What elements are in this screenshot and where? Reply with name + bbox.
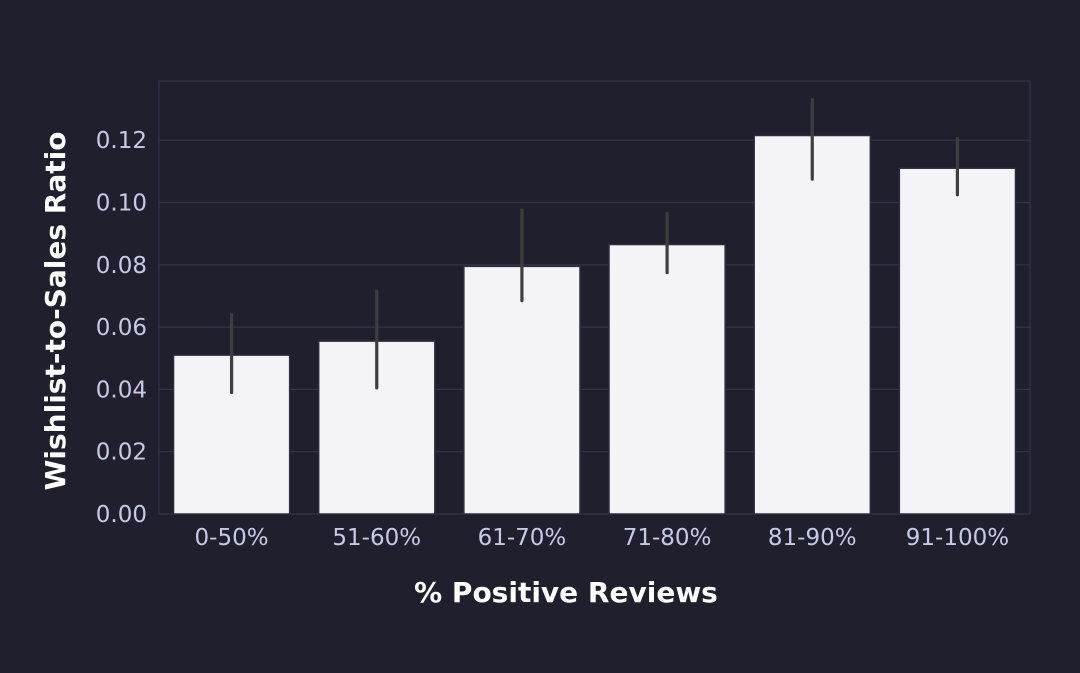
y-tick-label: 0.04 — [96, 377, 147, 403]
y-tick-label: 0.12 — [96, 128, 147, 154]
y-axis-ticks: 0.00 0.02 0.04 0.06 0.08 0.10 0.12 — [96, 128, 147, 528]
x-tick-label: 91-100% — [906, 525, 1009, 551]
x-tick-label: 81-90% — [768, 525, 857, 551]
bar — [753, 134, 872, 515]
x-tick-label: 51-60% — [332, 525, 421, 551]
bar — [463, 265, 581, 515]
bar — [898, 167, 1017, 515]
y-tick-label: 0.06 — [96, 315, 147, 341]
x-tick-label: 71-80% — [623, 525, 712, 551]
error-bars — [229, 98, 960, 395]
y-tick-label: 0.00 — [96, 502, 147, 528]
x-axis-title: % Positive Reviews — [414, 576, 718, 609]
y-axis-title: Wishlist-to-Sales Ratio — [39, 132, 72, 491]
y-tick-label: 0.08 — [96, 253, 147, 279]
x-axis-ticks: 0-50% 51-60% 61-70% 71-80% 81-90% 91-100% — [195, 525, 1010, 551]
y-tick-label: 0.02 — [96, 440, 147, 466]
bar — [608, 243, 726, 515]
gridlines — [159, 139, 1030, 453]
plot-area-frame — [158, 80, 1031, 515]
x-tick-label: 61-70% — [478, 525, 567, 551]
y-tick-label: 0.10 — [96, 190, 147, 216]
x-tick-label: 0-50% — [195, 525, 269, 551]
